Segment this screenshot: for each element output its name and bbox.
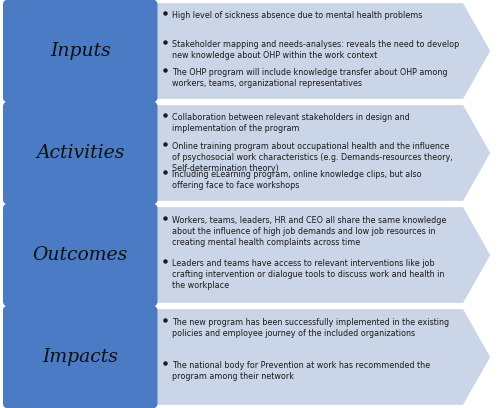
FancyBboxPatch shape xyxy=(3,102,158,204)
Text: Online training program about occupational health and the influence
of psychosoc: Online training program about occupation… xyxy=(172,142,453,173)
Text: High level of sickness absence due to mental health problems: High level of sickness absence due to me… xyxy=(172,11,423,20)
Text: The new program has been successfully implemented in the existing
policies and e: The new program has been successfully im… xyxy=(172,318,450,338)
Text: The OHP program will include knowledge transfer about OHP among
workers, teams, : The OHP program will include knowledge t… xyxy=(172,68,448,89)
Text: Stakeholder mapping and needs-analyses: reveals the need to develop
new knowledg: Stakeholder mapping and needs-analyses: … xyxy=(172,40,460,60)
Text: Including eLearning program, online knowledge clips, but also
offering face to f: Including eLearning program, online know… xyxy=(172,171,422,191)
FancyBboxPatch shape xyxy=(3,0,158,102)
Text: Workers, teams, leaders, HR and CEO all share the same knowledge
about the influ: Workers, teams, leaders, HR and CEO all … xyxy=(172,216,447,247)
Polygon shape xyxy=(8,2,491,100)
FancyBboxPatch shape xyxy=(3,306,158,408)
Text: Collaboration between relevant stakeholders in design and
implementation of the : Collaboration between relevant stakehold… xyxy=(172,113,410,133)
Text: Inputs: Inputs xyxy=(50,42,110,60)
Text: The national body for Prevention at work has recommended the
program among their: The national body for Prevention at work… xyxy=(172,361,430,381)
Text: Impacts: Impacts xyxy=(42,348,118,366)
Polygon shape xyxy=(8,104,491,202)
FancyBboxPatch shape xyxy=(3,204,158,306)
Text: Activities: Activities xyxy=(36,144,124,162)
Polygon shape xyxy=(8,206,491,304)
Polygon shape xyxy=(8,308,491,406)
Text: Leaders and teams have access to relevant interventions like job
crafting interv: Leaders and teams have access to relevan… xyxy=(172,259,445,290)
Text: Outcomes: Outcomes xyxy=(32,246,128,264)
